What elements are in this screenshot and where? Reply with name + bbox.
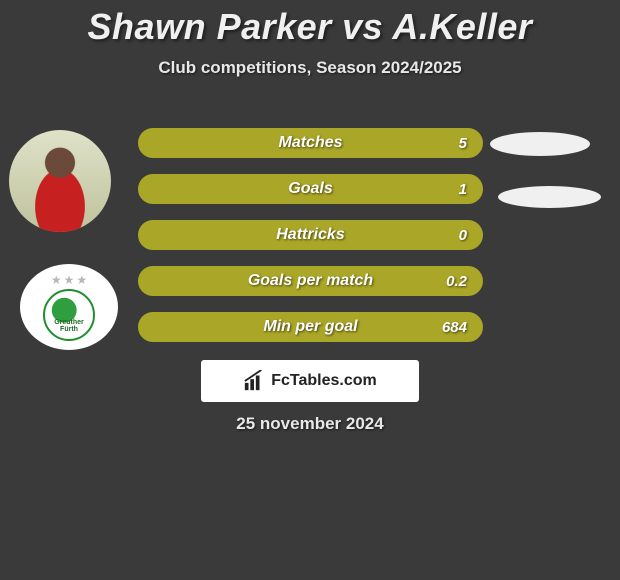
stats-list: Matches5Goals1Hattricks0Goals per match0… <box>138 128 483 358</box>
stat-label: Min per goal <box>140 318 481 336</box>
subtitle: Club competitions, Season 2024/2025 <box>0 58 620 78</box>
brand-label: FcTables.com <box>271 372 377 390</box>
stat-row: Min per goal684 <box>138 312 483 342</box>
player1-avatar-image <box>9 130 111 232</box>
stat-row: Goals per match0.2 <box>138 266 483 296</box>
stat-row: Matches5 <box>138 128 483 158</box>
stat-value: 0 <box>459 227 467 244</box>
stat-row: Goals1 <box>138 174 483 204</box>
brand-box[interactable]: FcTables.com <box>201 360 419 402</box>
star-icon: ★ <box>76 273 87 287</box>
stat-value: 0.2 <box>446 273 467 290</box>
comparison-blob <box>490 132 590 156</box>
stat-row: Hattricks0 <box>138 220 483 250</box>
star-icon: ★ <box>51 273 62 287</box>
stat-value: 5 <box>459 135 467 152</box>
star-icon: ★ <box>64 273 75 287</box>
comparison-blob <box>498 186 601 208</box>
player1-avatar <box>9 130 111 232</box>
stat-label: Goals per match <box>140 272 481 290</box>
club-stars: ★ ★ ★ <box>51 273 87 287</box>
chart-icon <box>243 370 265 392</box>
stat-value: 1 <box>459 181 467 198</box>
stat-value: 684 <box>442 319 467 336</box>
club-crest: Greuther Fürth <box>43 289 95 341</box>
club-crest-text: Greuther Fürth <box>45 319 93 333</box>
player2-avatar: ★ ★ ★ Greuther Fürth <box>20 264 118 350</box>
stat-label: Matches <box>140 134 481 152</box>
date-line: 25 november 2024 <box>0 414 620 434</box>
stat-label: Goals <box>140 180 481 198</box>
stat-label: Hattricks <box>140 226 481 244</box>
page-title: Shawn Parker vs A.Keller <box>0 6 620 48</box>
